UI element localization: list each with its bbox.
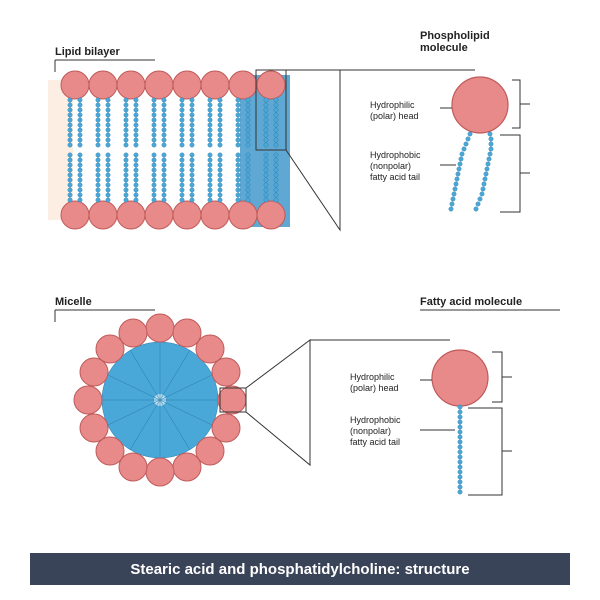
- label-phospho-head: Hydrophilic (polar) head: [370, 100, 419, 122]
- bilayer-bracket: [286, 70, 340, 230]
- micelle-bracket: [246, 340, 310, 465]
- label-fatty-head: Hydrophilic (polar) head: [350, 372, 399, 394]
- label-bilayer: Lipid bilayer: [55, 46, 120, 58]
- title-bar: Stearic acid and phosphatidylcholine: st…: [30, 553, 570, 585]
- label-fatty-tail: Hydrophobic (nonpolar) fatty acid tail: [350, 415, 401, 447]
- fatty-head-bracket: [492, 352, 502, 402]
- bilayer-bottom-heads: [61, 201, 285, 229]
- phospho-head-bracket: [512, 80, 520, 128]
- fatty-tail-bracket: [468, 408, 502, 495]
- fatty-acid-detail: [432, 350, 488, 494]
- title-text: Stearic acid and phosphatidylcholine: st…: [130, 561, 469, 578]
- label-fatty-acid: Fatty acid molecule: [420, 296, 522, 308]
- label-micelle: Micelle: [55, 296, 92, 308]
- phospho-tail-bracket: [500, 135, 520, 212]
- label-phospho-tail: Hydrophobic (nonpolar) fatty acid tail: [370, 150, 421, 182]
- diagram-canvas: Lipid bilayer Phospholipid molecule Mice…: [0, 0, 600, 600]
- bilayer-top-heads: [61, 71, 285, 99]
- label-phospholipid: Phospholipid molecule: [420, 30, 490, 54]
- phospholipid-detail: [449, 77, 508, 211]
